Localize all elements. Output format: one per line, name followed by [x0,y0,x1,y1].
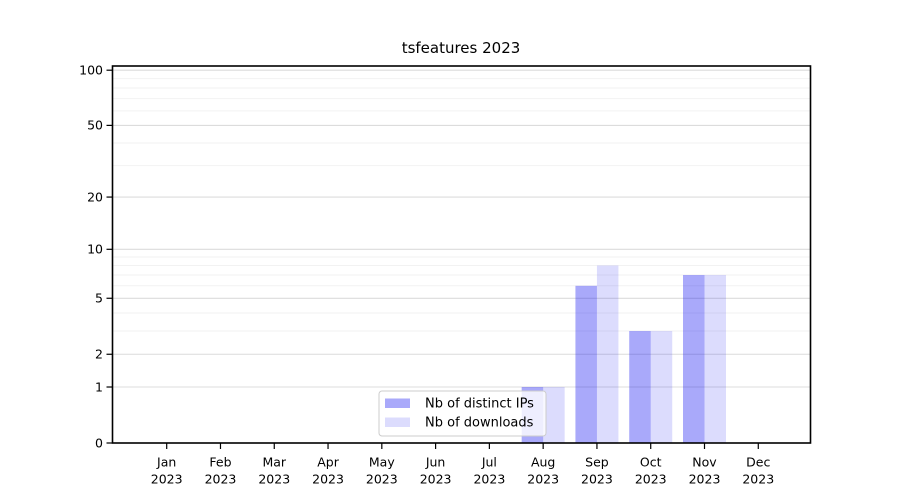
y-tick-label: 20 [87,189,103,204]
bar-ips-sep [575,285,597,443]
y-tick-label: 10 [87,242,103,257]
legend: Nb of distinct IPs Nb of downloads [378,390,547,437]
x-tick-label-month: Jul [481,455,497,470]
y-axis-ticks [106,69,113,444]
x-axis-ticks [166,443,759,449]
minor-gridlines [112,78,811,332]
x-tick-label-year: 2023 [366,472,398,487]
x-tick-label-month: Mar [262,455,286,470]
y-tick-label: 1 [95,379,103,394]
plot-border [111,65,812,444]
legend-label: Nb of downloads [425,416,534,431]
x-tick-label-year: 2023 [312,472,344,487]
x-tick-label-month: Feb [209,455,231,470]
bars-group [521,265,726,443]
major-gridlines [112,69,811,388]
x-tick-label-month: Nov [692,455,717,470]
x-tick-label-year: 2023 [420,472,452,487]
x-tick-label-year: 2023 [689,472,721,487]
x-tick-label-month: Oct [640,455,662,470]
y-axis-labels: 0 1 2 5 10 20 50 100 [79,62,103,450]
y-tick-label: 50 [87,118,103,133]
bar-ips-oct [629,331,651,443]
x-tick-label-year: 2023 [635,472,667,487]
x-tick-label-year: 2023 [473,472,505,487]
bar-ips-nov [683,275,705,443]
y-tick-label: 2 [95,347,103,362]
bar-downloads-nov [704,275,726,443]
bar-downloads-aug [543,387,565,443]
x-tick-label-month: Apr [317,455,339,470]
x-axis-labels: Jan 2023 Feb 2023 Mar 2023 Apr 2023 May 2023 Jun 20… [151,455,774,487]
x-tick-label-year: 2023 [742,472,774,487]
x-tick-label-year: 2023 [581,472,613,487]
x-tick-label-month: Jan [156,455,176,470]
x-tick-label-month: Aug [531,455,555,470]
chart-title: tsfeatures 2023 [402,39,521,57]
legend-label: Nb of distinct IPs [425,397,534,412]
x-tick-label-month: Jun [425,455,446,470]
x-tick-label-year: 2023 [258,472,290,487]
legend-box [378,390,547,437]
axes-box [111,65,812,444]
y-tick-label: 100 [79,62,103,77]
bar-downloads-oct [650,331,673,443]
bar-downloads-sep [596,265,619,443]
x-tick-label-month: Sep [585,455,609,470]
legend-swatch-icon [385,417,410,427]
x-tick-label-month: May [369,455,395,470]
legend-swatch-icon [385,398,410,408]
x-tick-label-month: Dec [746,455,770,470]
y-tick-label: 0 [95,435,103,450]
x-tick-label-year: 2023 [205,472,237,487]
x-tick-label-year: 2023 [151,472,183,487]
x-tick-label-year: 2023 [527,472,559,487]
y-tick-label: 5 [95,291,103,306]
